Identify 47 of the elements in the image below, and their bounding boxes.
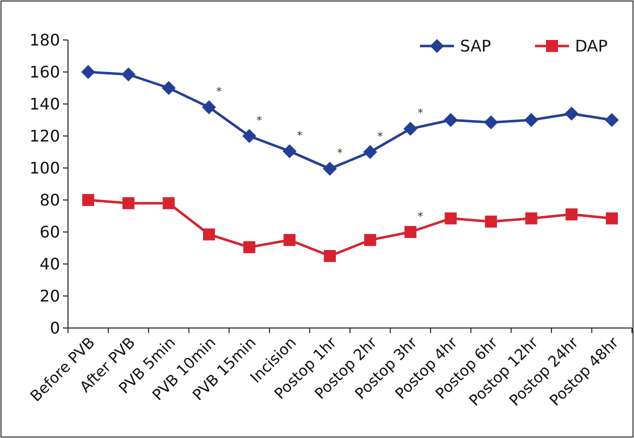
point: [484, 115, 498, 130]
y-tick-label: 80: [40, 190, 60, 210]
annotation: *: [418, 106, 424, 120]
point: [284, 234, 296, 246]
point: [322, 162, 337, 176]
point: [606, 212, 618, 224]
point: [162, 81, 176, 95]
point: [403, 122, 418, 136]
y-tick-label: 120: [29, 126, 60, 146]
point: [485, 216, 497, 228]
point: [525, 212, 538, 224]
annotation: *: [377, 130, 384, 143]
y-tick-label: 0: [50, 318, 60, 338]
point: [122, 197, 134, 210]
point: [444, 212, 457, 224]
y-tick-label: 100: [29, 158, 60, 178]
point: [324, 250, 336, 262]
annotation: *: [296, 129, 303, 142]
point: [404, 226, 416, 238]
annotation: *: [216, 85, 222, 98]
legend-label: SAP: [460, 36, 492, 56]
point: [282, 144, 297, 158]
point: [82, 194, 94, 206]
annotation: *: [337, 146, 344, 160]
point: [121, 67, 136, 82]
point: [604, 113, 619, 127]
y-tick-label: 140: [29, 94, 60, 114]
annotation: *: [256, 114, 263, 127]
annotation: *: [418, 210, 424, 223]
point: [202, 100, 216, 114]
point: [444, 113, 458, 127]
point: [564, 106, 579, 121]
y-tick-label: 60: [40, 222, 60, 242]
legend-label: DAP: [575, 36, 608, 56]
point: [524, 113, 538, 127]
point: [364, 234, 376, 246]
y-tick-label: 160: [29, 62, 60, 82]
y-tick-label: 180: [29, 30, 60, 50]
point: [162, 197, 175, 210]
y-tick-label: 20: [40, 286, 60, 306]
point: [243, 241, 256, 254]
point: [566, 208, 578, 220]
point: [81, 65, 96, 79]
point: [203, 228, 215, 240]
point: [363, 145, 378, 159]
point: [242, 129, 256, 143]
y-tick-label: 40: [40, 254, 60, 274]
